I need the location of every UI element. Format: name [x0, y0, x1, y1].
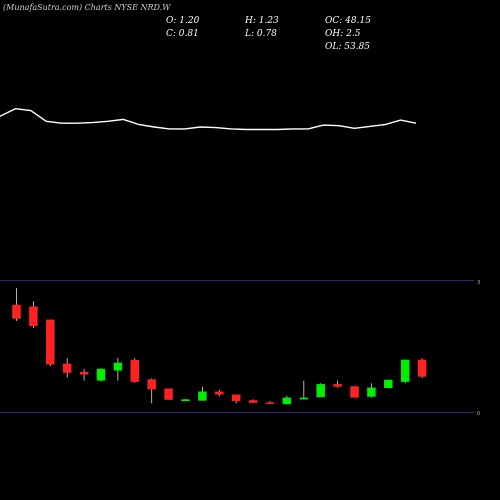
candle-body [12, 304, 21, 319]
candle-body [417, 359, 427, 377]
candle [62, 357, 72, 378]
candle [333, 380, 342, 388]
candle-body [316, 384, 325, 398]
candle [130, 357, 140, 383]
candle-body [113, 362, 123, 371]
stat-close: C: 0.81 [166, 29, 199, 39]
chart-title: (MunafaSutra.com) Charts NYSE NRD.W [3, 3, 171, 12]
candle [417, 358, 427, 378]
candlestick-panel: 30 [0, 280, 480, 417]
candle-body [198, 391, 207, 401]
stat-ol: OL: 53.85 [325, 42, 371, 52]
candle [164, 388, 173, 400]
candle-body [350, 386, 359, 398]
candle-body [164, 388, 173, 400]
candle [79, 368, 89, 381]
stat-oc: OC: 48.15 [325, 16, 371, 26]
candle-body [384, 379, 393, 389]
candle-body [130, 360, 140, 382]
candle [384, 379, 393, 389]
candle [215, 389, 224, 397]
candle [299, 380, 309, 400]
price-line [0, 107, 417, 131]
candle-body [282, 397, 292, 405]
candle [248, 399, 258, 403]
stat-open: O: 1.20 [166, 16, 200, 26]
candle [46, 319, 55, 367]
candle-body [29, 306, 38, 327]
candle [29, 301, 38, 328]
candle [367, 383, 376, 398]
candle-body [79, 371, 89, 375]
line-panel [0, 107, 417, 131]
candle-body [231, 394, 241, 402]
candle-body [265, 402, 275, 404]
candle [316, 383, 325, 398]
candle [265, 401, 275, 404]
candle [400, 359, 410, 384]
stat-oh: OH: 2.5 [325, 29, 361, 39]
candle-body [333, 384, 342, 387]
candle-body [248, 400, 258, 403]
candle [113, 357, 123, 381]
candle [181, 398, 190, 402]
candle-body [215, 391, 224, 395]
candle [350, 386, 359, 398]
y-tick-label: 3 [477, 280, 480, 286]
candle [12, 288, 21, 321]
candle [96, 368, 106, 382]
candle-body [299, 397, 309, 400]
candle-body [46, 319, 55, 365]
candle-body [400, 359, 410, 382]
candle-body [96, 368, 106, 381]
candle-body [181, 399, 190, 402]
candle [231, 394, 241, 404]
candle-body [62, 363, 72, 373]
candle [147, 378, 156, 404]
candle [198, 386, 207, 401]
candle-body [147, 379, 156, 390]
candle [282, 395, 292, 405]
y-tick-label: 0 [477, 411, 480, 417]
candle-body [367, 387, 376, 397]
stat-low: L: 0.78 [245, 29, 277, 39]
stat-high: H: 1.23 [245, 16, 279, 26]
